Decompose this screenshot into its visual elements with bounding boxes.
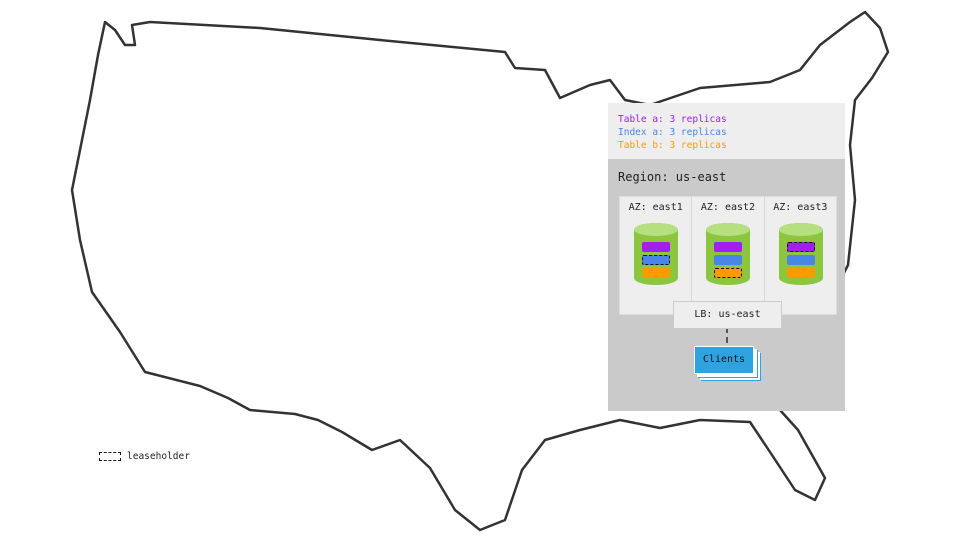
legend-table-b: Table b: 3 replicas [618, 140, 727, 151]
load-balancer: LB: us-east [673, 301, 782, 329]
az-container: AZ: east1 AZ: east2 AZ: east3 [619, 196, 837, 315]
replica-table-b [786, 268, 815, 278]
database-icon [778, 223, 823, 285]
replica-index-a [714, 255, 743, 265]
az-east2: AZ: east2 [692, 197, 765, 314]
legend-table-a: Table a: 3 replicas [618, 114, 727, 125]
az-label: AZ: east1 [628, 202, 683, 213]
replica-table-b-leaseholder [714, 268, 743, 278]
leaseholder-legend-label: leaseholder [127, 451, 190, 462]
replica-table-a [714, 242, 743, 252]
region-label: Region: us-east [618, 170, 727, 184]
replica-legend: Table a: 3 replicas Index a: 3 replicas … [608, 103, 845, 159]
database-icon [706, 223, 751, 285]
region-panel: Table a: 3 replicas Index a: 3 replicas … [608, 103, 845, 411]
az-label: AZ: east2 [700, 202, 756, 213]
replica-table-b [642, 268, 670, 278]
legend-index-a: Index a: 3 replicas [618, 127, 727, 138]
az-east1: AZ: east1 [620, 197, 693, 314]
replica-index-a [786, 255, 815, 265]
az-east3: AZ: east3 [765, 197, 836, 314]
leaseholder-legend-swatch [99, 452, 121, 461]
replica-table-a-leaseholder [786, 242, 815, 252]
database-icon [634, 223, 678, 285]
clients-box: Clients [694, 346, 754, 374]
replica-index-a-leaseholder [642, 255, 670, 265]
replica-table-a [642, 242, 670, 252]
az-label: AZ: east3 [773, 202, 828, 213]
